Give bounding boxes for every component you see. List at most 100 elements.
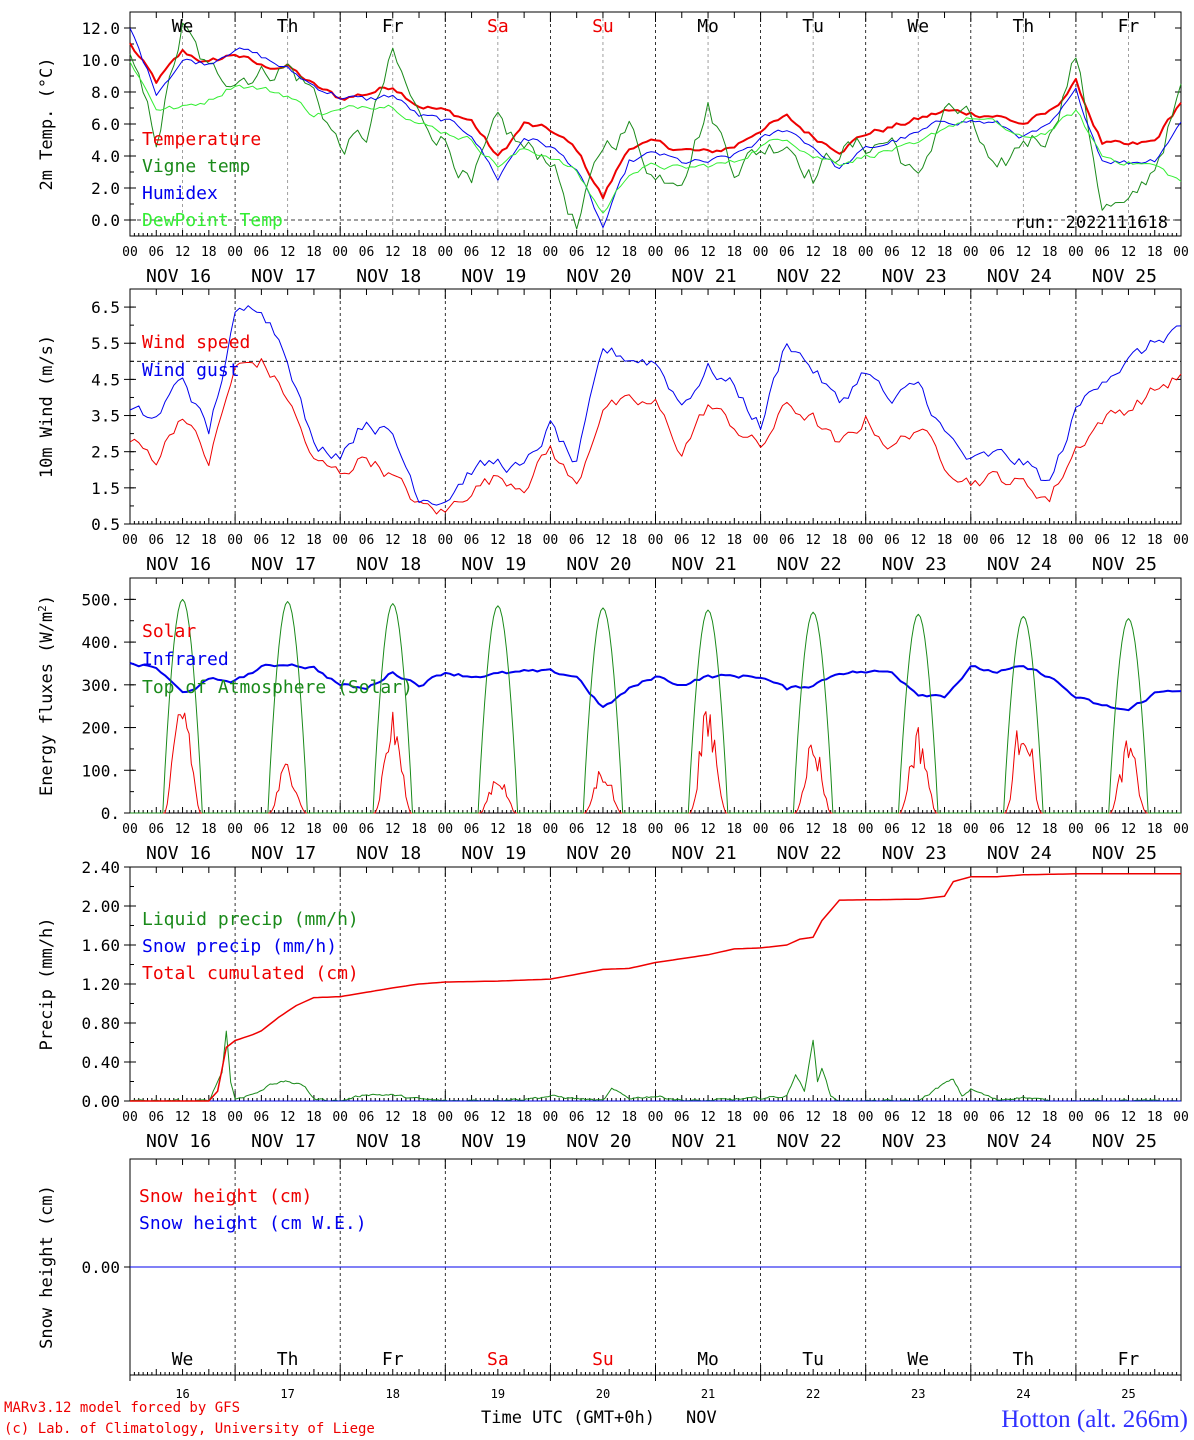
x-tick-label: 06 <box>674 245 690 260</box>
y-tick-label: 6.0 <box>91 115 120 134</box>
date-label: NOV 17 <box>251 843 316 864</box>
date-label: NOV 16 <box>146 554 211 575</box>
x-tick-label: 00 <box>1173 533 1189 548</box>
y-tick-label: 0.80 <box>81 1014 120 1033</box>
x-tick-label: 12 <box>805 533 821 548</box>
date-label: NOV 23 <box>882 1131 947 1152</box>
date-label: NOV 18 <box>356 554 421 575</box>
x-tick-label: 18 <box>411 1110 427 1125</box>
x-tick-label: 18 <box>621 822 637 837</box>
y-tick-label: 12.0 <box>81 19 120 38</box>
x-tick-label: 12 <box>1016 822 1032 837</box>
x-tick-label: 00 <box>122 822 138 837</box>
day-number-label: 24 <box>1016 1387 1030 1401</box>
x-tick-label: 12 <box>1016 533 1032 548</box>
x-tick-label: 06 <box>884 822 900 837</box>
x-tick-label: 00 <box>1173 245 1189 260</box>
x-tick-label: 18 <box>621 1110 637 1125</box>
x-tick-label: 18 <box>937 533 953 548</box>
x-tick-label: 06 <box>674 533 690 548</box>
date-label: NOV 16 <box>146 266 211 287</box>
date-label: NOV 22 <box>777 843 842 864</box>
x-tick-label: 18 <box>621 245 637 260</box>
x-tick-label: 00 <box>753 533 769 548</box>
x-tick-label: 12 <box>175 245 191 260</box>
y-tick-label: 1.20 <box>81 975 120 994</box>
x-tick-label: 18 <box>306 245 322 260</box>
date-label: NOV 20 <box>566 266 631 287</box>
x-tick-label: 18 <box>201 533 217 548</box>
x-tick-label: 00 <box>963 822 979 837</box>
x-tick-label: 00 <box>437 822 453 837</box>
x-tick-label: 00 <box>648 245 664 260</box>
x-tick-label: 06 <box>884 1110 900 1125</box>
x-tick-label: 18 <box>726 245 742 260</box>
x-tick-label: 00 <box>332 1110 348 1125</box>
series-line-top-of-atmosphere-solar <box>130 598 1181 814</box>
x-tick-label: 18 <box>516 533 532 548</box>
x-tick-label: 12 <box>280 822 296 837</box>
x-tick-label: 06 <box>148 245 164 260</box>
weekday-label: Su <box>592 1349 614 1370</box>
x-tick-label: 12 <box>175 533 191 548</box>
x-tick-label: 06 <box>254 533 270 548</box>
x-tick-label: 00 <box>858 245 874 260</box>
x-tick-label: 12 <box>595 533 611 548</box>
legend-entry: Snow height (cm W.E.) <box>139 1213 367 1234</box>
x-tick-label: 12 <box>805 245 821 260</box>
series-line-infrared <box>129 662 1182 712</box>
y-tick-label: 2.40 <box>81 858 120 877</box>
date-label: NOV 22 <box>777 554 842 575</box>
x-tick-label: 00 <box>227 245 243 260</box>
series-line-humidex <box>129 27 1182 229</box>
x-tick-label: 00 <box>227 822 243 837</box>
x-tick-label: 00 <box>963 1110 979 1125</box>
y-tick-label: 1.60 <box>81 936 120 955</box>
date-label: NOV 25 <box>1092 843 1157 864</box>
x-tick-label: 00 <box>227 1110 243 1125</box>
x-tick-label: 12 <box>805 822 821 837</box>
x-tick-label: 06 <box>884 533 900 548</box>
x-tick-label: 12 <box>490 822 506 837</box>
weekday-label: Sa <box>487 1349 509 1370</box>
x-tick-label: 00 <box>1068 533 1084 548</box>
legend-entry: Top of Atmosphere (Solar) <box>142 677 413 698</box>
x-tick-label: 12 <box>1016 245 1032 260</box>
x-tick-label: 06 <box>884 245 900 260</box>
date-label: NOV 23 <box>882 266 947 287</box>
x-tick-label: 18 <box>306 822 322 837</box>
x-tick-label: 12 <box>1121 1110 1137 1125</box>
legend-entry: Humidex <box>142 183 218 204</box>
x-tick-label: 00 <box>1068 822 1084 837</box>
date-label: NOV 21 <box>672 1131 737 1152</box>
x-tick-label: 06 <box>464 533 480 548</box>
legend-entry: Snow precip (mm/h) <box>142 936 337 957</box>
date-label: NOV 23 <box>882 554 947 575</box>
x-tick-label: 18 <box>937 1110 953 1125</box>
x-tick-label: 06 <box>254 822 270 837</box>
x-tick-label: 18 <box>937 822 953 837</box>
x-tick-label: 12 <box>1121 822 1137 837</box>
x-tick-label: 12 <box>385 1110 401 1125</box>
x-tick-label: 18 <box>201 245 217 260</box>
date-label: NOV 18 <box>356 843 421 864</box>
x-tick-label: 00 <box>1068 1110 1084 1125</box>
legend-entry: DewPoint Temp <box>142 210 283 231</box>
series-line-total-cumulated-cm <box>130 873 1181 1102</box>
day-number-label: 18 <box>386 1387 400 1401</box>
x-tick-label: 00 <box>753 245 769 260</box>
x-tick-label: 06 <box>464 1110 480 1125</box>
x-tick-label: 06 <box>1094 245 1110 260</box>
date-label: NOV 20 <box>566 843 631 864</box>
weekday-label: Fr <box>1118 1349 1140 1370</box>
y-tick-label: 8.0 <box>91 83 120 102</box>
y-tick-label: 0. <box>101 804 120 823</box>
panel-snow: 0.00 Snow height (cm) Snow height (cm) Snow… <box>37 1158 1182 1401</box>
panel-wind: 0.5 1.5 2.5 3.5 4.5 5.5 6.5 10m Wind (m/s) Wind … <box>37 288 1189 575</box>
x-tick-label: 12 <box>700 533 716 548</box>
series-line-dewpoint-temp <box>129 61 1182 214</box>
x-tick-label: 06 <box>989 1110 1005 1125</box>
y-tick-label: 2.00 <box>81 897 120 916</box>
x-tick-label: 06 <box>779 245 795 260</box>
y-tick-label: 5.5 <box>91 334 120 353</box>
